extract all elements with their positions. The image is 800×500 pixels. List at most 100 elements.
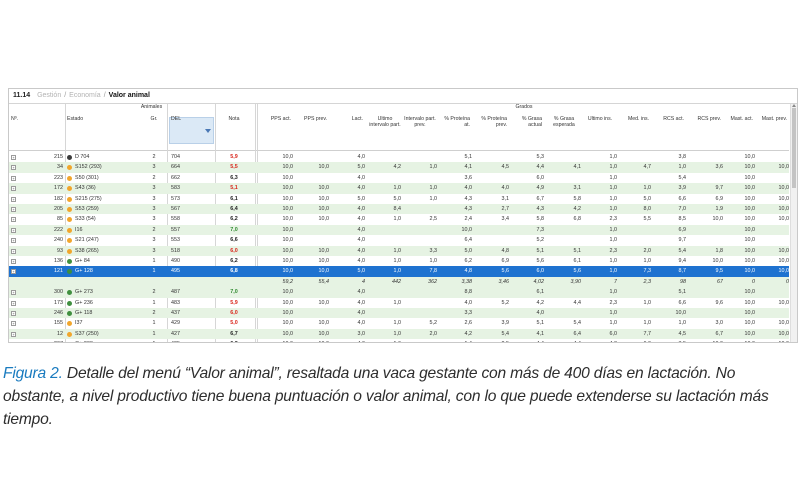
column-header-mp[interactable]: Mast. prev. bbox=[761, 116, 787, 122]
breadcrumb: 11.14 Gestión / Economía / Valor animal bbox=[9, 89, 797, 103]
expand-row-icon[interactable]: + bbox=[11, 165, 16, 171]
cell-lact: 4,0 bbox=[357, 226, 366, 233]
cell-mi: 5,5 bbox=[643, 216, 652, 223]
expand-row-icon[interactable]: + bbox=[11, 186, 16, 192]
cell-ip bbox=[403, 298, 437, 308]
cell-nota: 5,9 bbox=[230, 154, 238, 160]
column-header-ge[interactable]: % Grasa esperada bbox=[553, 116, 575, 128]
breadcrumb-item-economia[interactable]: Economía bbox=[69, 92, 101, 99]
cell-gr: 3 bbox=[152, 247, 156, 254]
expand-row-icon[interactable]: + bbox=[11, 290, 16, 296]
expand-row-icon[interactable]: + bbox=[11, 248, 16, 254]
table-row[interactable]: +93 S38 (265) 3 518 6,0 10,0 10,0 4,0 1,0 3,3 5,0 4… bbox=[9, 245, 789, 256]
column-header-estado[interactable]: Estado bbox=[67, 116, 84, 122]
table-row[interactable]: +246 G+ 118 2 437 6,0 10,0 4,0 3,3 4,0 1,0 10,0 10,… bbox=[9, 308, 789, 319]
breadcrumb-item-gestion[interactable]: Gestión bbox=[37, 92, 62, 99]
cell-cow-number: 93 bbox=[57, 247, 63, 254]
column-header-ip[interactable]: Intervalo part. prev. bbox=[404, 116, 436, 128]
cell-ip: 5,2 bbox=[429, 320, 438, 327]
column-header-ma[interactable]: Mast. act. bbox=[730, 116, 754, 122]
expand-row-icon[interactable]: + bbox=[11, 155, 16, 160]
table-row[interactable]: +222 I16 2 557 7,0 10,0 4,0 10,0 7,3 1,0 6,9 10,0 bbox=[9, 224, 789, 236]
table-row[interactable]: +173 G+ 236 1 483 5,9 10,0 10,0 4,0 1,0 4,0 5,2 4,2… bbox=[9, 298, 789, 308]
column-header-pa[interactable]: % Proteína at. bbox=[444, 116, 470, 128]
cell-rp bbox=[689, 152, 723, 162]
expand-row-icon[interactable]: + bbox=[11, 321, 16, 327]
table-row-selected[interactable]: +121 G+ 128 1 495 6,8 10,0 10,0 5,0 1,0 7,8 4,8 5,6… bbox=[9, 266, 789, 277]
column-header-rp[interactable]: RCS prev. bbox=[697, 116, 721, 122]
table-row[interactable]: +205 S53 (259) 3 567 6,4 10,0 10,0 4,0 8,4 4,3 2,7… bbox=[9, 204, 789, 215]
cell-pp: 6,9 bbox=[501, 258, 510, 264]
vertical-scrollbar[interactable] bbox=[790, 104, 797, 342]
table-row[interactable]: +223 S50 (301) 2 662 6,3 10,0 4,0 3,6 6,0 1,0 5,4 1… bbox=[9, 173, 789, 183]
column-header-ui[interactable]: Último intervalo part. bbox=[369, 116, 401, 128]
table-row[interactable]: +172 S43 (36) 3 583 5,1 10,0 10,0 4,0 1,0 1,0 4,0 4… bbox=[9, 183, 789, 194]
column-header-no[interactable]: Nº. bbox=[11, 116, 19, 122]
table-row[interactable]: +207G+ 23814256,310,010,04,01,61,42,54,4… bbox=[9, 339, 789, 343]
scroll-up-arrow-icon[interactable] bbox=[792, 104, 796, 107]
expand-row-icon[interactable]: + bbox=[11, 300, 16, 306]
cell-ui: 4,2 bbox=[393, 164, 402, 171]
cell-estado: D 704 bbox=[75, 154, 90, 160]
column-header-pps[interactable]: PPS act. bbox=[270, 116, 291, 122]
table-row[interactable]: +155 I37 1 429 5,0 10,0 10,0 4,0 1,0 5,2 2,6 3,9 5,1… bbox=[9, 318, 789, 328]
cell-nota bbox=[219, 277, 249, 287]
cell-estado: G+ 238 bbox=[75, 339, 147, 342]
cell-ge bbox=[547, 235, 581, 245]
cell-ma: 10,0 bbox=[744, 154, 756, 160]
table-row[interactable]: +34 S152 (293) 3 664 5,5 10,0 10,0 5,0 4,2 1,0 4,1… bbox=[9, 162, 789, 173]
cell-pps: 10,0 bbox=[282, 247, 294, 254]
status-dot-icon bbox=[67, 227, 72, 233]
expand-row-icon[interactable]: + bbox=[11, 207, 16, 212]
cell-ui bbox=[369, 235, 401, 245]
cell-nota: 6,2 bbox=[230, 258, 238, 264]
cell-del bbox=[171, 277, 213, 287]
table-row[interactable]: +182 S215 (275) 3 573 6,1 10,0 10,0 5,0 5,0 1,0 4,… bbox=[9, 194, 789, 204]
status-dot-icon bbox=[67, 196, 72, 202]
cell-ma: 10,0 bbox=[744, 299, 756, 306]
cell-ppsp: 10,0 bbox=[318, 206, 330, 212]
cell-gr: 1 bbox=[152, 299, 156, 306]
cell-ge: 4,2 bbox=[573, 206, 582, 212]
cell-rp: 3,6 bbox=[715, 164, 724, 171]
column-header-lact[interactable]: Lact. bbox=[351, 116, 363, 122]
expand-row-icon[interactable]: + bbox=[11, 227, 16, 233]
column-header-uin[interactable]: Último ins. bbox=[587, 116, 613, 122]
column-header-ppsp[interactable]: PPS prev. bbox=[304, 116, 327, 122]
cell-ui: 1,0 bbox=[393, 299, 402, 306]
column-header-pp[interactable]: % Proteína prev. bbox=[481, 116, 507, 128]
table-row[interactable]: +136 G+ 84 1 490 6,2 10,0 10,0 4,0 1,0 1,0 6,2 6,9 5… bbox=[9, 256, 789, 266]
cell-ma: 10,0 bbox=[744, 226, 756, 233]
table-row-summary[interactable]: 59,2 55,4 4 442 362 3,38 3,46 4,02 3,90 7 2,3 98 67 0… bbox=[9, 276, 789, 288]
del-header-highlight[interactable] bbox=[169, 117, 214, 144]
column-header-del[interactable]: DEL bbox=[171, 116, 182, 122]
table-row[interactable]: +300 G+ 273 2 487 7,0 10,0 4,0 8,8 6,1 1,0 5,1 10,0 bbox=[9, 287, 789, 298]
expand-row-icon[interactable]: + bbox=[11, 311, 16, 316]
cell-lact: 3,0 bbox=[357, 330, 366, 337]
table-row[interactable]: +215 D 704 2 704 5,9 10,0 4,0 5,1 5,3 1,0 3,8 10,0 bbox=[9, 152, 789, 162]
cell-estado: I37 bbox=[75, 320, 83, 327]
filter-icon[interactable] bbox=[205, 129, 211, 133]
column-header-gr[interactable]: Gr. bbox=[150, 116, 158, 122]
column-header-nota[interactable]: Nota bbox=[228, 116, 240, 122]
expand-row-icon[interactable]: + bbox=[11, 259, 16, 264]
expand-row-icon[interactable]: + bbox=[11, 196, 16, 202]
expand-row-icon[interactable]: + bbox=[11, 331, 16, 337]
expand-row-icon[interactable]: + bbox=[11, 238, 16, 244]
scrollbar-thumb[interactable] bbox=[792, 108, 796, 188]
column-header-ga[interactable]: % Grasa actual bbox=[521, 116, 542, 128]
cell-ip bbox=[403, 235, 437, 245]
column-header-ra[interactable]: RCS act. bbox=[663, 116, 684, 122]
column-header-mi[interactable]: Med. ins. bbox=[627, 116, 649, 122]
cell-gr: 2 bbox=[152, 310, 156, 316]
cell-cow-number: 172 bbox=[54, 185, 63, 192]
expand-row-icon[interactable]: + bbox=[11, 217, 16, 223]
expand-row-icon[interactable]: + bbox=[11, 269, 16, 275]
expand-row-icon[interactable]: + bbox=[11, 342, 16, 343]
table-row[interactable]: +240 S21 (247) 3 553 6,6 10,0 4,0 6,4 5,2 1,0 9,7 1… bbox=[9, 235, 789, 245]
cell-ra: 9,4 bbox=[678, 258, 687, 264]
expand-row-icon[interactable]: + bbox=[11, 175, 16, 181]
table-row[interactable]: +85 S33 (54) 3 558 6,2 10,0 10,0 4,0 1,0 2,5 2,4 3,… bbox=[9, 214, 789, 224]
table-row[interactable]: +12 S37 (250) 1 427 6,7 10,0 10,0 3,0 1,0 2,0 4,2 5… bbox=[9, 328, 789, 340]
cell-uin: 7 bbox=[614, 278, 617, 285]
